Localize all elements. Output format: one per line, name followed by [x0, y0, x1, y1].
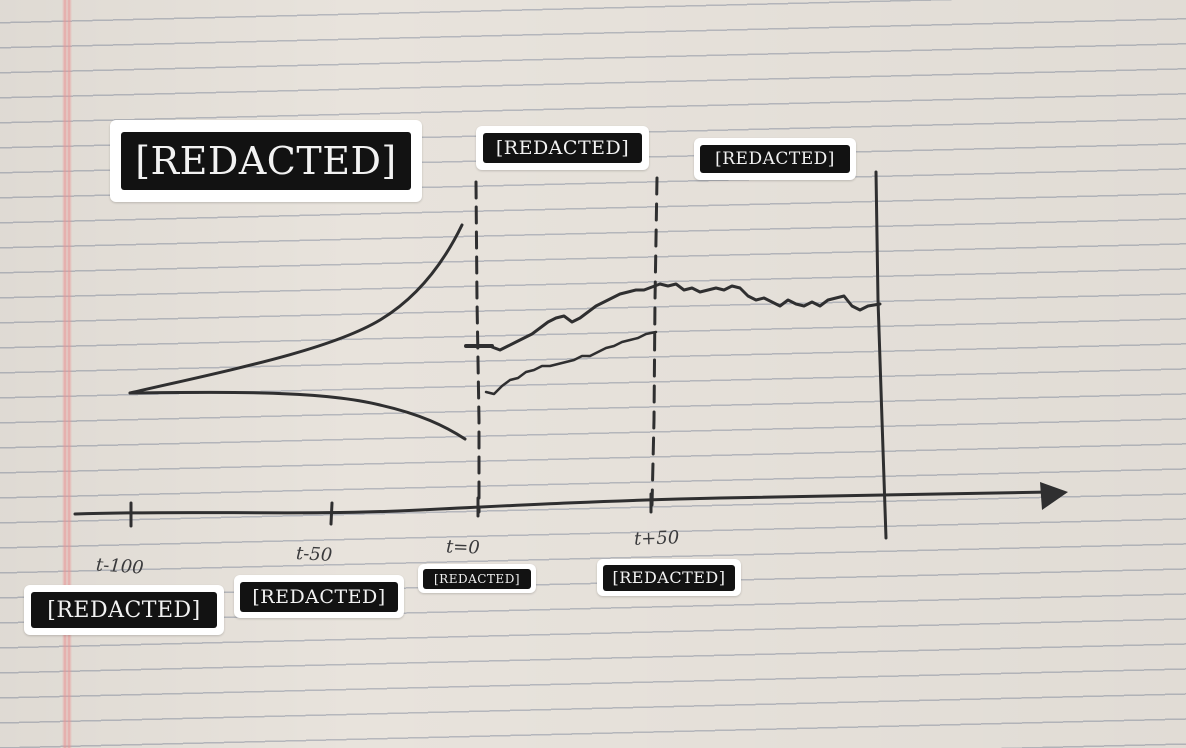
fan-upper-curve [128, 223, 464, 395]
redacted-tick-d-text: [REDACTED] [603, 564, 735, 591]
tick-mark-t-50 [329, 501, 334, 526]
dashed-line-t0 [474, 180, 481, 514]
margin-line [62, 0, 72, 748]
redacted-tick-a-text: [REDACTED] [31, 592, 217, 628]
x-axis-arrowhead [1040, 482, 1068, 510]
redacted-tick-b-sticker: [REDACTED] [234, 575, 404, 618]
redacted-tick-d-sticker: [REDACTED] [597, 559, 741, 596]
redacted-phase-a-sticker: [REDACTED] [476, 126, 649, 170]
end-vertical-line [874, 170, 888, 540]
tick-label-t0: t=0 [445, 536, 481, 559]
redacted-title-text: [REDACTED] [121, 132, 411, 190]
redacted-tick-a-sticker: [REDACTED] [24, 585, 224, 635]
tick-label-t-100: t-100 [95, 554, 145, 579]
tick-label-t50: t+50 [633, 527, 680, 550]
redacted-tick-c-sticker: [REDACTED] [418, 564, 536, 593]
redacted-phase-b-sticker: [REDACTED] [694, 138, 856, 180]
dashed-line-t50 [650, 176, 659, 507]
fan-lower-curve [128, 390, 467, 441]
redacted-phase-a-text: [REDACTED] [483, 133, 642, 163]
tick-label-t-50: t-50 [295, 543, 333, 566]
series-lower-path [484, 330, 658, 396]
redacted-title-sticker: [REDACTED] [110, 120, 422, 202]
redacted-tick-b-text: [REDACTED] [240, 581, 398, 612]
series-upper-path [490, 282, 882, 352]
redacted-tick-c-text: [REDACTED] [423, 568, 531, 589]
x-axis-line [73, 490, 1052, 516]
redacted-phase-b-text: [REDACTED] [700, 145, 850, 173]
